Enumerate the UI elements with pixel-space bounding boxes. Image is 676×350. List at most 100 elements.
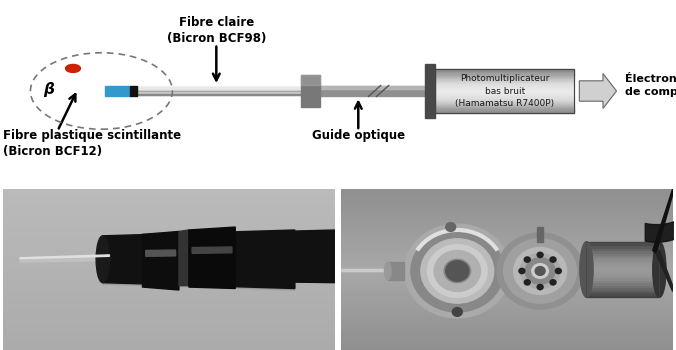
Circle shape — [537, 252, 543, 258]
Bar — [341, 245, 673, 247]
Bar — [341, 280, 673, 283]
Bar — [587, 282, 659, 285]
Bar — [3, 201, 335, 204]
Bar — [435, 76, 574, 77]
Bar — [388, 262, 404, 280]
Polygon shape — [20, 255, 110, 262]
Bar — [3, 283, 335, 286]
Bar — [301, 75, 320, 107]
Bar — [341, 306, 673, 309]
Bar — [3, 192, 335, 195]
Ellipse shape — [653, 242, 666, 297]
Bar — [435, 92, 574, 93]
Bar — [435, 78, 574, 79]
Bar — [341, 198, 673, 201]
Bar — [587, 255, 659, 258]
Bar — [3, 210, 335, 212]
Bar — [341, 233, 673, 236]
Polygon shape — [179, 230, 189, 286]
Bar — [3, 218, 335, 221]
Bar — [320, 86, 426, 96]
Bar — [435, 69, 574, 113]
Bar — [3, 259, 335, 262]
Bar — [341, 215, 673, 218]
Circle shape — [532, 264, 548, 278]
Bar — [435, 75, 574, 76]
Bar — [341, 242, 673, 245]
Circle shape — [537, 285, 543, 290]
Circle shape — [504, 239, 577, 303]
Bar — [3, 297, 335, 300]
Bar — [3, 233, 335, 236]
Bar — [341, 227, 673, 230]
Bar — [3, 195, 335, 198]
Bar — [341, 294, 673, 297]
Bar — [435, 80, 574, 81]
Bar — [341, 267, 401, 272]
Bar — [301, 75, 320, 85]
Bar — [341, 309, 673, 312]
Bar — [587, 277, 659, 280]
Circle shape — [497, 233, 583, 309]
Text: Fibre claire
(Bicron BCF98): Fibre claire (Bicron BCF98) — [166, 16, 266, 46]
Bar — [3, 332, 335, 335]
Ellipse shape — [96, 236, 110, 283]
Bar — [3, 245, 335, 247]
Bar — [3, 318, 335, 321]
Bar — [435, 103, 574, 104]
Circle shape — [514, 247, 566, 294]
Bar — [587, 262, 659, 265]
Bar — [341, 256, 673, 259]
Text: Guide optique: Guide optique — [312, 129, 405, 142]
Bar — [3, 268, 335, 271]
Bar — [435, 93, 574, 94]
Bar — [587, 280, 659, 282]
Bar — [341, 265, 673, 268]
Polygon shape — [228, 230, 335, 283]
Bar — [105, 86, 130, 96]
Bar — [587, 257, 659, 260]
Bar — [341, 251, 673, 253]
Bar — [435, 79, 574, 80]
Ellipse shape — [580, 242, 593, 297]
Text: Fibre plastique scintillante
(Bicron BCF12): Fibre plastique scintillante (Bicron BCF… — [3, 129, 181, 158]
Bar — [3, 324, 335, 327]
Circle shape — [445, 223, 456, 231]
Bar — [435, 104, 574, 105]
Bar — [341, 341, 673, 344]
Circle shape — [427, 245, 487, 297]
Bar — [435, 108, 574, 110]
Circle shape — [550, 257, 556, 262]
Bar — [587, 272, 659, 275]
Bar — [341, 321, 673, 324]
Bar — [341, 268, 673, 271]
Polygon shape — [656, 251, 673, 292]
Bar — [3, 274, 335, 277]
Circle shape — [525, 258, 555, 284]
Polygon shape — [103, 281, 295, 290]
Bar — [146, 250, 176, 256]
Bar — [587, 265, 659, 267]
Bar — [341, 277, 673, 280]
Bar — [341, 335, 673, 338]
Bar — [435, 91, 574, 92]
Bar — [587, 285, 659, 287]
Bar — [3, 341, 335, 344]
Bar — [425, 64, 435, 118]
Polygon shape — [653, 189, 673, 253]
Bar — [341, 300, 673, 303]
Bar — [537, 227, 543, 242]
Bar — [341, 347, 673, 350]
Bar — [3, 329, 335, 332]
Bar — [3, 204, 335, 206]
Text: β: β — [43, 82, 54, 97]
Bar — [587, 267, 659, 270]
Bar — [3, 198, 335, 201]
Bar — [341, 247, 673, 251]
Bar — [435, 85, 574, 87]
Bar — [341, 332, 673, 335]
Bar — [341, 189, 673, 192]
Bar — [435, 90, 574, 91]
Bar — [435, 99, 574, 101]
Bar — [341, 230, 673, 233]
